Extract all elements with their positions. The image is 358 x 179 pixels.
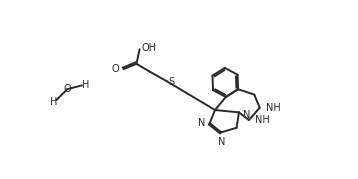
Text: NH: NH — [266, 103, 281, 113]
Text: N: N — [243, 110, 250, 120]
Text: O: O — [63, 84, 71, 94]
Text: H: H — [50, 96, 58, 107]
Text: NH: NH — [255, 115, 270, 125]
Text: N: N — [198, 118, 205, 128]
Text: O: O — [111, 64, 119, 74]
Text: N: N — [218, 137, 225, 147]
Text: OH: OH — [141, 43, 156, 53]
Text: H: H — [82, 80, 90, 90]
Text: S: S — [169, 77, 175, 86]
